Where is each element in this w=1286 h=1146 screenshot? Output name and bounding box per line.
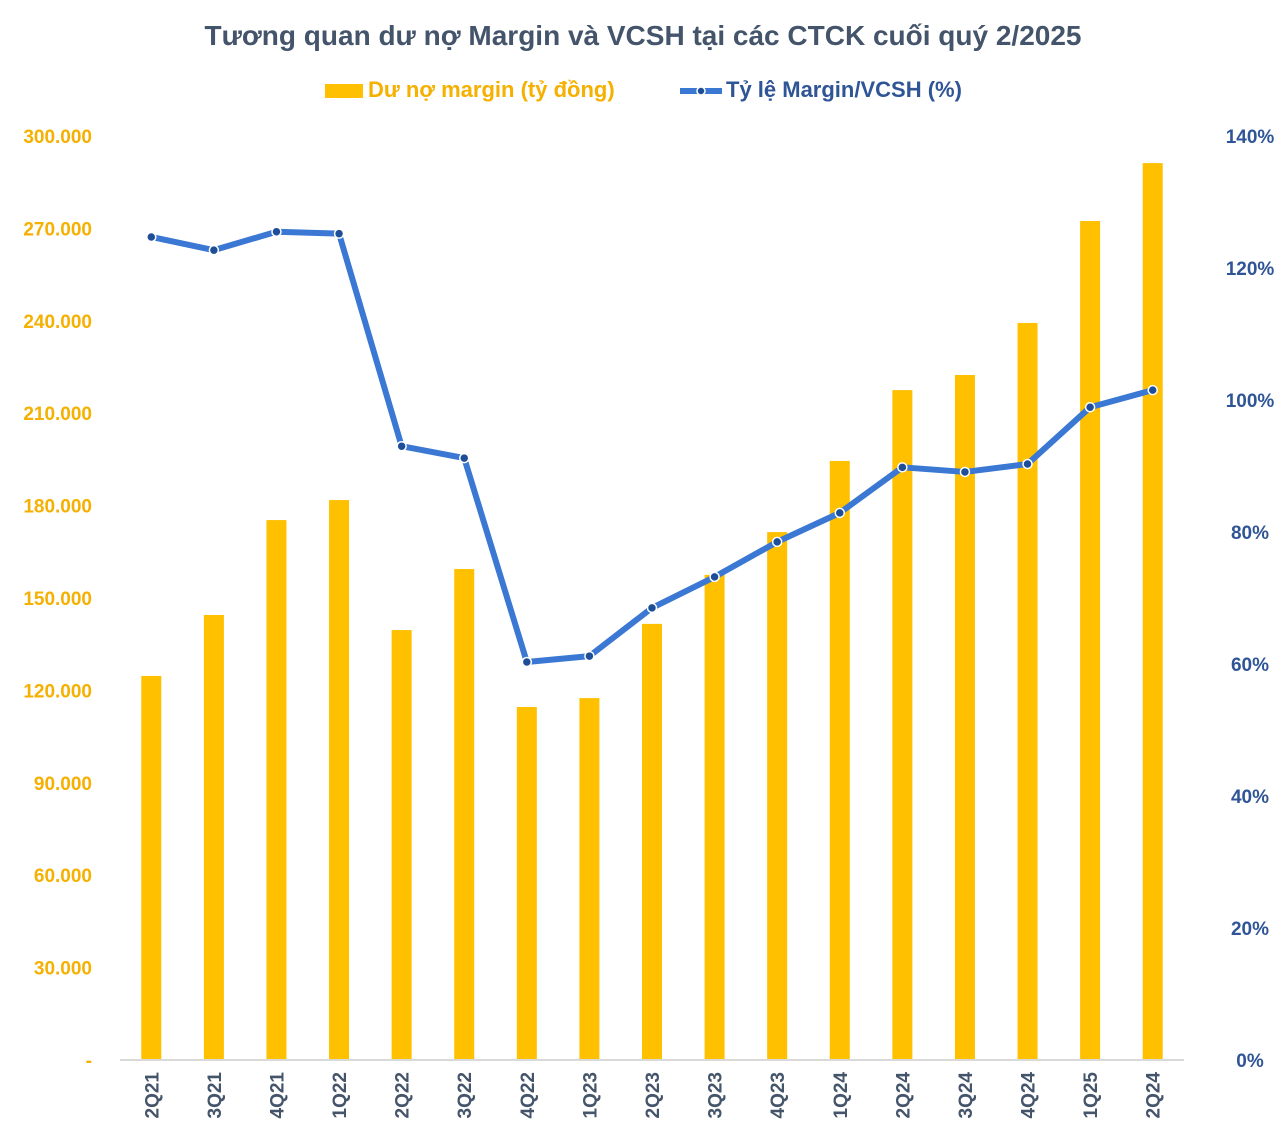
y-right-tick: 100% bbox=[1226, 391, 1275, 412]
x-tick: 3Q22 bbox=[455, 1072, 476, 1118]
chart-title: Tương quan dư nợ Margin và VCSH tại các … bbox=[205, 20, 1082, 51]
ratio-point-2Q24 bbox=[897, 462, 908, 473]
ratio-point-4Q23 bbox=[771, 536, 783, 548]
x-tick: 2Q24 bbox=[1144, 1072, 1165, 1119]
x-tick: 1Q22 bbox=[330, 1072, 351, 1118]
y-right-tick: 40% bbox=[1231, 787, 1269, 808]
legend-bar-swatch bbox=[325, 84, 363, 98]
ratio-point-2Q22 bbox=[396, 440, 407, 452]
ratio-point-2Q23 bbox=[646, 602, 658, 614]
bar-4Q22 bbox=[516, 707, 537, 1060]
y-right-tick: 0% bbox=[1236, 1051, 1264, 1072]
y-left-tick: 90.000 bbox=[34, 774, 92, 795]
x-tick: 3Q24 bbox=[956, 1072, 977, 1119]
y-left-tick: 120.000 bbox=[23, 681, 92, 702]
y-left-tick: 180.000 bbox=[23, 497, 92, 518]
y-axis-left: - 30.000 60.000 90.000 120.000 150.000 180.000… bbox=[23, 127, 92, 1072]
x-tick: 2Q23 bbox=[643, 1072, 664, 1118]
y-right-tick: 20% bbox=[1231, 919, 1269, 940]
x-tick: 2Q22 bbox=[393, 1072, 414, 1118]
bar-1Q22 bbox=[329, 500, 350, 1060]
bar-2Q24 bbox=[892, 390, 913, 1061]
bar-2Q22 bbox=[391, 630, 412, 1060]
legend-line-label: Tỷ lệ Margin/VCSH (%) bbox=[726, 77, 962, 102]
y-left-tick: 270.000 bbox=[23, 219, 92, 240]
x-tick: 3Q23 bbox=[706, 1072, 727, 1118]
y-left-tick: - bbox=[86, 1051, 92, 1072]
ratio-point-3Q23 bbox=[709, 571, 720, 583]
bar-2Q24 bbox=[1142, 163, 1163, 1060]
bar-3Q23 bbox=[704, 574, 725, 1060]
y-right-tick: 140% bbox=[1226, 127, 1275, 148]
ratio-point-1Q24 bbox=[834, 507, 846, 519]
bar-3Q21 bbox=[203, 614, 224, 1060]
y-left-tick: 30.000 bbox=[34, 959, 92, 980]
y-left-tick: 210.000 bbox=[23, 404, 92, 425]
y-left-tick: 240.000 bbox=[23, 312, 92, 333]
y-left-tick: 300.000 bbox=[23, 127, 92, 148]
y-right-tick: 80% bbox=[1231, 523, 1269, 544]
ratio-point-1Q22 bbox=[333, 228, 345, 239]
bar-3Q24 bbox=[954, 375, 975, 1060]
ratio-point-4Q21 bbox=[271, 226, 282, 237]
bar-4Q24 bbox=[1017, 322, 1038, 1060]
bar-1Q24 bbox=[829, 460, 850, 1060]
x-tick: 3Q21 bbox=[205, 1072, 226, 1119]
bar-4Q21 bbox=[266, 520, 287, 1060]
legend-line-marker bbox=[696, 86, 706, 96]
y-axis-right: 0% 20% 40% 60% 80% 100% 120% 140% bbox=[1226, 127, 1275, 1072]
ratio-line-path bbox=[150, 228, 1154, 666]
y-left-tick: 150.000 bbox=[23, 589, 92, 610]
ratio-line bbox=[146, 226, 1158, 668]
ratio-point-2Q24 bbox=[1147, 384, 1158, 396]
ratio-point-3Q21 bbox=[208, 244, 220, 256]
ratio-point-4Q24 bbox=[1022, 458, 1033, 470]
x-tick: 1Q24 bbox=[831, 1072, 852, 1119]
x-tick: 2Q24 bbox=[893, 1072, 914, 1119]
x-tick: 4Q22 bbox=[518, 1072, 539, 1118]
ratio-point-3Q22 bbox=[458, 452, 470, 464]
x-axis-labels: 2Q21 3Q21 4Q21 1Q22 2Q22 3Q22 4Q22 1Q23 2Q23 3Q23… bbox=[142, 1072, 1164, 1119]
bar-4Q23 bbox=[767, 532, 788, 1060]
ratio-point-4Q22 bbox=[521, 656, 533, 668]
y-right-tick: 120% bbox=[1226, 259, 1275, 280]
legend: Dư nợ margin (tỷ đồng) Tỷ lệ Margin/VCSH… bbox=[325, 77, 962, 102]
ratio-point-1Q25 bbox=[1084, 402, 1096, 413]
ratio-point-1Q23 bbox=[584, 650, 595, 662]
legend-bar-label: Dư nợ margin (tỷ đồng) bbox=[368, 77, 615, 102]
bar-3Q22 bbox=[454, 569, 475, 1060]
x-tick: 4Q21 bbox=[267, 1072, 288, 1119]
bars bbox=[141, 163, 1163, 1061]
x-tick: 2Q21 bbox=[142, 1072, 163, 1119]
x-tick: 4Q23 bbox=[768, 1072, 789, 1118]
ratio-point-2Q21 bbox=[146, 231, 157, 243]
x-tick: 1Q25 bbox=[1081, 1072, 1102, 1119]
bar-1Q25 bbox=[1080, 221, 1101, 1060]
bar-2Q23 bbox=[642, 623, 662, 1060]
ratio-point-3Q24 bbox=[959, 466, 971, 478]
x-tick: 1Q23 bbox=[580, 1072, 601, 1118]
bar-2Q21 bbox=[141, 675, 162, 1060]
y-left-tick: 60.000 bbox=[34, 866, 92, 887]
x-tick: 4Q24 bbox=[1019, 1072, 1040, 1119]
bar-1Q23 bbox=[579, 698, 600, 1060]
y-right-tick: 60% bbox=[1231, 655, 1269, 676]
